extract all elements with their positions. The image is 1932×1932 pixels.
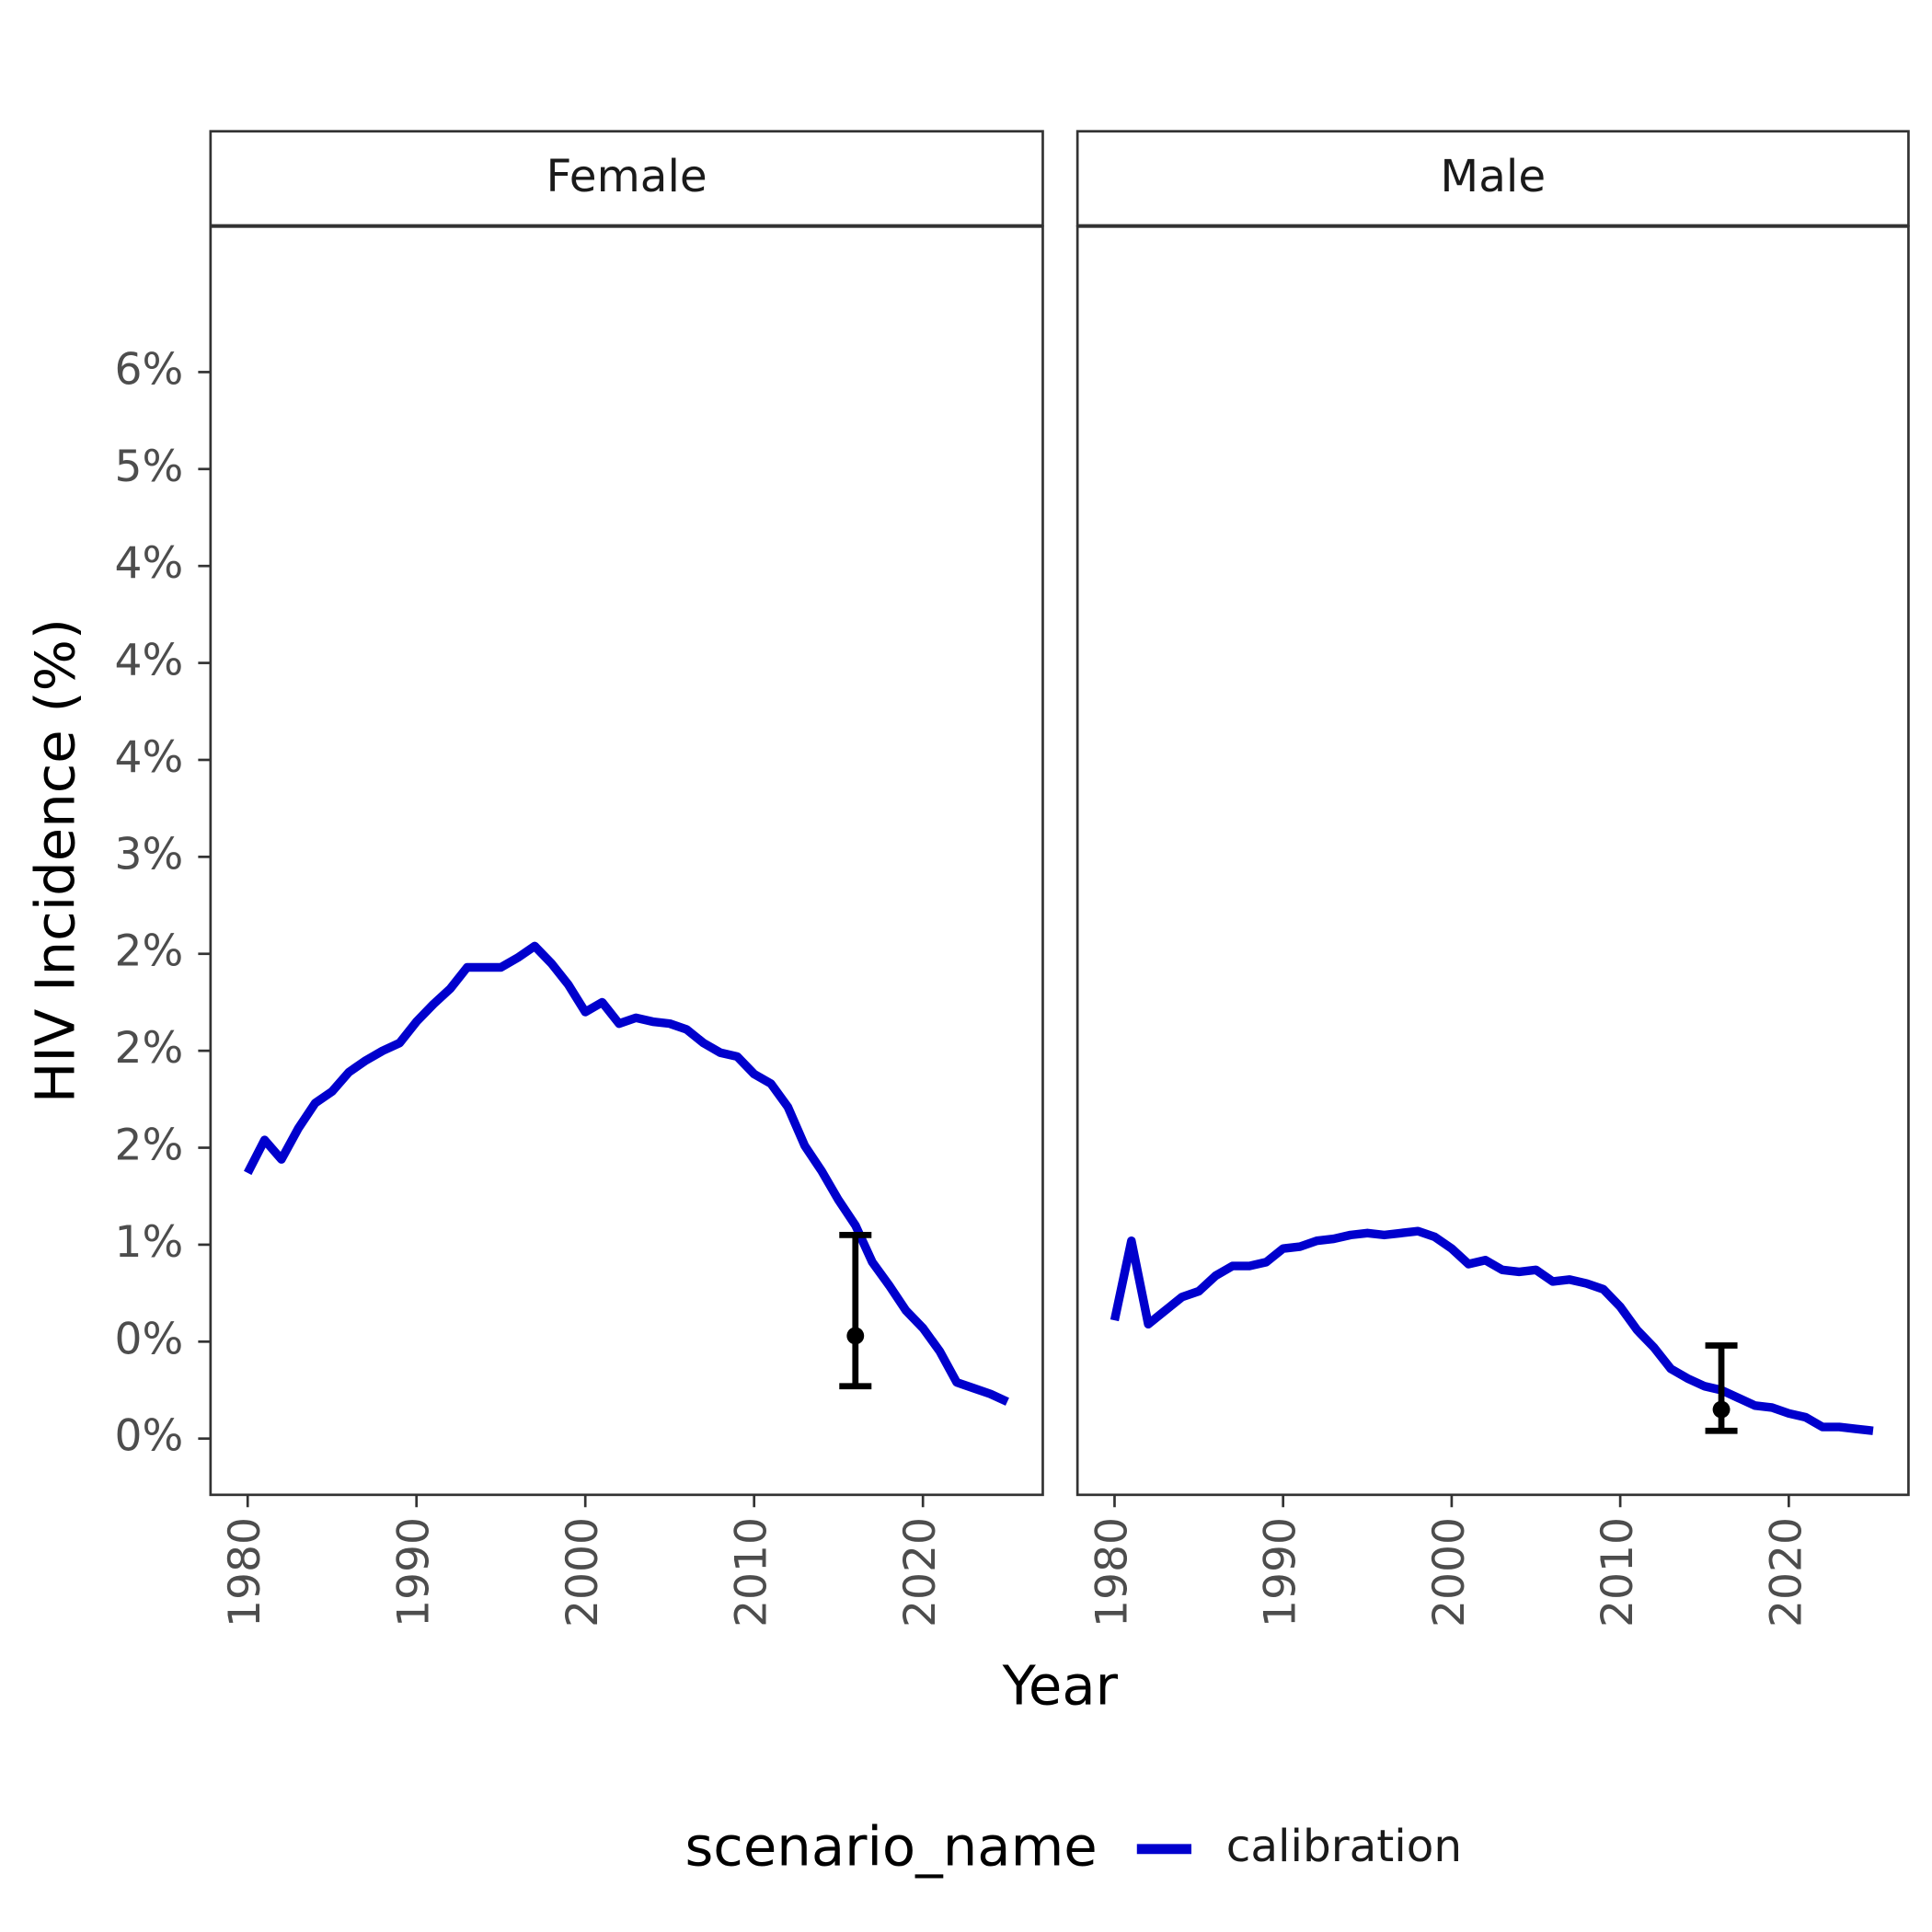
y-tick-label: 5% <box>114 442 183 492</box>
x-tick-label: 2020 <box>895 1517 946 1627</box>
x-tick-label: 1990 <box>389 1517 440 1627</box>
x-tick-label: 2000 <box>558 1517 608 1627</box>
x-tick-label: 2000 <box>1424 1517 1475 1627</box>
y-tick-label: 6% <box>114 344 183 395</box>
y-tick-label: 0% <box>114 1314 183 1364</box>
y-tick-label: 0% <box>114 1411 183 1462</box>
x-tick-label: 2020 <box>1761 1517 1811 1627</box>
strip-label: Male <box>1440 151 1546 202</box>
y-tick-label: 2% <box>114 926 183 977</box>
x-tick-label: 1980 <box>1087 1517 1137 1627</box>
legend-label: calibration <box>1226 1821 1462 1872</box>
strip <box>1075 130 1910 227</box>
target-point <box>846 1327 865 1345</box>
x-tick-label: 1980 <box>220 1517 270 1627</box>
y-tick-label: 2% <box>114 1121 183 1171</box>
y-tick-label: 4% <box>114 636 183 686</box>
x-tick-label: 2010 <box>1593 1517 1643 1627</box>
series-line <box>1110 1226 1874 1435</box>
y-axis-title: HIV Incidence (%) <box>24 618 87 1103</box>
y-tick-label: 4% <box>114 732 183 783</box>
y-tick-label: 2% <box>114 1023 183 1074</box>
x-axis-title: Year <box>1002 1653 1119 1717</box>
panel-frame <box>209 225 1044 1497</box>
strip-label: Female <box>546 151 707 202</box>
series-line <box>244 941 1009 1406</box>
target-point <box>1712 1400 1731 1419</box>
x-tick-label: 1990 <box>1256 1517 1306 1627</box>
y-tick-label: 1% <box>114 1217 183 1268</box>
x-tick-label: 2010 <box>727 1517 777 1627</box>
panel-frame <box>1075 225 1910 1497</box>
legend-title: scenario_name <box>684 1814 1097 1878</box>
y-tick-label: 4% <box>114 538 183 589</box>
y-tick-label: 3% <box>114 829 183 880</box>
